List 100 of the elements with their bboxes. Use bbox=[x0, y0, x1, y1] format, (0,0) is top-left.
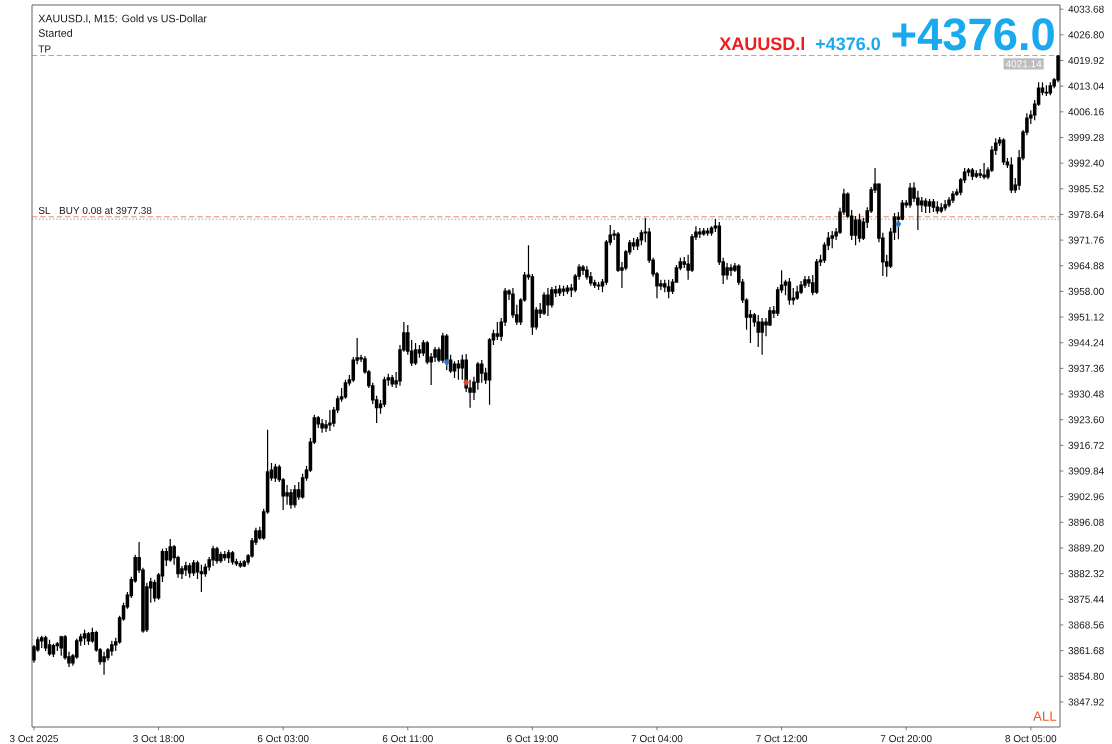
candlestick bbox=[943, 199, 947, 212]
annotation: +4376.0 bbox=[892, 18, 1054, 51]
point bbox=[895, 220, 902, 228]
ref-line-label: BUY 0.08 at 3977.38 bbox=[59, 206, 152, 214]
candlestick bbox=[328, 409, 332, 432]
ref-line-label: TP bbox=[38, 45, 51, 53]
y-tick-label: 3999.28 bbox=[1068, 133, 1104, 142]
candlestick bbox=[581, 264, 585, 276]
candlestick bbox=[939, 202, 944, 214]
candlestick bbox=[215, 546, 219, 565]
y-tick-label: 3916.72 bbox=[1068, 441, 1104, 449]
candlestick bbox=[456, 359, 461, 381]
y-tick-label: 3964.88 bbox=[1068, 262, 1104, 270]
y-tick-label: 3902.96 bbox=[1068, 493, 1104, 501]
candlestick bbox=[729, 263, 733, 277]
candlestick bbox=[705, 227, 710, 237]
candlestick bbox=[102, 651, 106, 676]
candlestick bbox=[935, 200, 940, 215]
y-tick-label: 3992.40 bbox=[1068, 159, 1104, 167]
text: XAUUSD.l, M15: Gold vs US-Dollar bbox=[38, 14, 207, 24]
y-tick-label: 4006.16 bbox=[1068, 108, 1104, 116]
candlestick bbox=[82, 629, 87, 646]
candlestick bbox=[199, 564, 204, 593]
x-tick-label: 8 Oct 05:00 bbox=[1005, 735, 1057, 743]
candlestick bbox=[238, 560, 243, 569]
candlestick bbox=[59, 635, 63, 657]
x-tick-label: 7 Oct 20:00 bbox=[880, 735, 932, 743]
candlestick bbox=[982, 162, 986, 180]
y-tick-label: 3930.48 bbox=[1068, 390, 1104, 398]
y-tick-label: 4033.68 bbox=[1068, 5, 1104, 13]
candlestick bbox=[542, 291, 546, 316]
y-tick-label: 3875.44 bbox=[1068, 595, 1104, 603]
point bbox=[463, 378, 470, 387]
candlestick bbox=[1044, 84, 1049, 97]
candlestick bbox=[760, 317, 764, 356]
candlestick bbox=[293, 484, 297, 509]
y-tick-label: 3889.20 bbox=[1068, 544, 1104, 552]
annotation: XAUUSD.l bbox=[719, 36, 805, 51]
y-tick-label: 3868.56 bbox=[1068, 621, 1104, 629]
x-tick-label: 7 Oct 12:00 bbox=[756, 735, 808, 743]
point bbox=[443, 358, 450, 367]
annotation: +4376.0 bbox=[815, 37, 881, 51]
y-tick-label: 3978.64 bbox=[1068, 210, 1104, 218]
x-tick-label: 3 Oct 2025 bbox=[9, 735, 58, 743]
y-tick-label: 3971.76 bbox=[1068, 236, 1104, 244]
x-tick-label: 3 Oct 18:00 bbox=[133, 735, 185, 743]
candlestick bbox=[698, 227, 702, 239]
y-tick-label: 3896.08 bbox=[1068, 518, 1104, 526]
candlestick bbox=[211, 545, 215, 567]
candlestick bbox=[565, 284, 570, 295]
candlestick bbox=[951, 190, 955, 204]
y-tick-label: 3847.92 bbox=[1068, 698, 1104, 706]
candlestick bbox=[168, 538, 173, 563]
y-tick-label: 3985.52 bbox=[1068, 185, 1104, 193]
candlestick bbox=[495, 321, 500, 341]
candlestick bbox=[927, 198, 932, 214]
candlestick bbox=[222, 550, 227, 562]
candlestick bbox=[546, 287, 550, 317]
candlestick bbox=[390, 374, 394, 388]
candlestick bbox=[320, 418, 324, 434]
y-tick-label: 3951.12 bbox=[1068, 313, 1104, 321]
candlestick bbox=[701, 227, 706, 237]
candlestick bbox=[219, 551, 223, 564]
x-tick-label: 6 Oct 03:00 bbox=[257, 735, 309, 743]
candlestick bbox=[561, 285, 566, 297]
candlestick bbox=[666, 279, 671, 299]
annotation: Started bbox=[38, 29, 72, 37]
candlestick bbox=[557, 284, 562, 297]
ref-line-label: SL bbox=[38, 206, 51, 214]
y-tick-label: 3923.60 bbox=[1068, 416, 1104, 424]
y-tick-label: 3944.24 bbox=[1068, 339, 1104, 347]
candlestick bbox=[39, 635, 44, 649]
candlestick bbox=[725, 262, 729, 281]
x-tick-label: 6 Oct 19:00 bbox=[507, 735, 558, 743]
candlestick bbox=[631, 237, 636, 251]
candlestick bbox=[110, 640, 114, 657]
y-tick-label: 3937.36 bbox=[1068, 364, 1104, 372]
x-tick-label: 6 Oct 11:00 bbox=[382, 735, 433, 743]
y-tick-label: 4026.80 bbox=[1068, 31, 1104, 39]
candlestick bbox=[795, 285, 799, 301]
candlestick bbox=[184, 561, 188, 577]
y-tick-label: 3861.68 bbox=[1068, 647, 1104, 655]
candlestick bbox=[289, 488, 293, 510]
candlestick bbox=[974, 169, 979, 179]
y-tick-label: 3854.80 bbox=[1068, 672, 1104, 680]
y-tick-label: 3909.84 bbox=[1068, 467, 1104, 475]
annotation: 4021.14 bbox=[1005, 60, 1042, 68]
candlestick bbox=[187, 562, 192, 579]
y-tick-label: 3882.32 bbox=[1068, 570, 1104, 578]
candlestick bbox=[923, 197, 928, 214]
candlestick bbox=[596, 281, 601, 291]
candlestick bbox=[931, 198, 936, 213]
annotation: ALL bbox=[1033, 711, 1057, 721]
candlestick bbox=[1048, 81, 1053, 96]
candlestick bbox=[830, 230, 834, 249]
candlestick bbox=[908, 182, 912, 209]
x-tick-label: 7 Oct 04:00 bbox=[631, 735, 683, 743]
y-tick-label: 4019.92 bbox=[1068, 56, 1104, 65]
y-tick-label: 4013.04 bbox=[1068, 82, 1104, 90]
y-tick-label: 3958.00 bbox=[1068, 287, 1104, 295]
